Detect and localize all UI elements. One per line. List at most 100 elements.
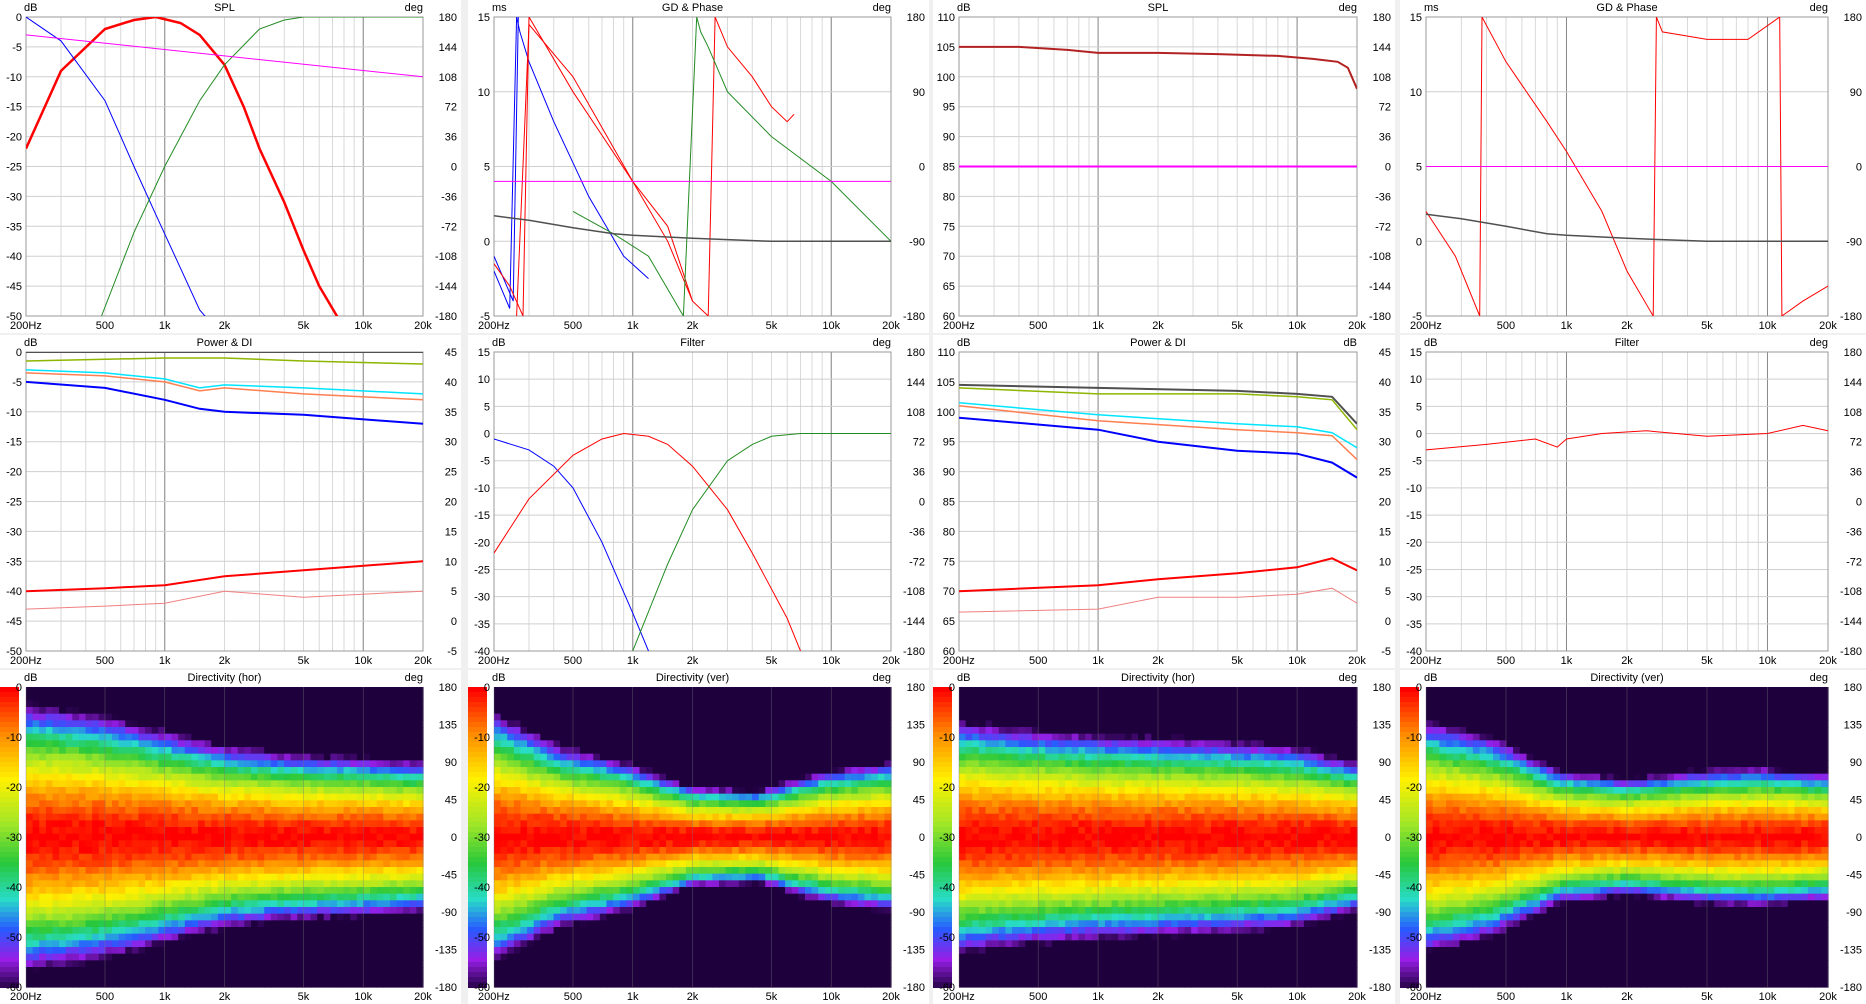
heatmap-cell <box>151 853 159 861</box>
heatmap-cell <box>310 860 318 868</box>
heatmap-cell <box>52 973 60 981</box>
heatmap-cell <box>118 760 126 768</box>
heatmap-cell <box>323 973 331 981</box>
heatmap-cell <box>350 800 358 808</box>
heatmap-cell <box>396 787 404 795</box>
heatmap-cell <box>540 920 548 928</box>
heatmap-cell <box>277 753 285 761</box>
heatmap-cell <box>560 780 568 788</box>
heatmap-cell <box>131 747 140 755</box>
color-scale-cell <box>468 707 487 713</box>
heatmap-cell <box>237 767 245 775</box>
heatmap-cell <box>297 773 305 781</box>
heatmap-cell <box>573 913 581 921</box>
heatmap-cell <box>105 847 113 855</box>
heatmap-cell <box>679 953 687 961</box>
heatmap-cell <box>383 807 391 815</box>
heatmap-cell <box>330 800 338 808</box>
heatmap-cell <box>560 713 568 721</box>
heatmap-cell <box>370 800 378 808</box>
heatmap-cell <box>692 707 700 715</box>
heatmap-cell <box>32 773 40 781</box>
heatmap-cell <box>389 907 398 915</box>
heatmap-cell <box>593 813 601 821</box>
heatmap-cell <box>403 773 411 781</box>
heatmap-cell <box>310 940 318 948</box>
heatmap-cell <box>237 967 245 975</box>
heatmap-cell <box>290 980 298 988</box>
heatmap-cell <box>98 953 106 961</box>
heatmap-cell <box>396 893 404 901</box>
heatmap-cell <box>632 920 641 928</box>
heatmap-cell <box>520 980 528 988</box>
heatmap-cell <box>494 713 502 721</box>
heatmap-cell <box>336 880 345 888</box>
heatmap-cell <box>593 800 601 808</box>
heatmap-cell <box>599 740 608 748</box>
heatmap-cell <box>39 927 47 935</box>
heatmap-cell <box>553 887 561 895</box>
heatmap-cell <box>85 980 93 988</box>
heatmap-cell <box>599 867 608 875</box>
heatmap-cell <box>619 927 627 935</box>
heatmap-cell <box>573 693 581 701</box>
heatmap-cell <box>145 780 153 788</box>
heatmap-cell <box>533 780 541 788</box>
heatmap-cell <box>500 867 508 875</box>
heatmap-cell <box>403 927 411 935</box>
heatmap-cell <box>363 960 371 968</box>
heatmap-cell <box>533 927 541 935</box>
heatmap-cell <box>284 880 292 888</box>
heatmap-cell <box>92 853 100 861</box>
heatmap-cell <box>513 747 522 755</box>
heatmap-cell <box>350 693 358 701</box>
heatmap-cell <box>284 907 292 915</box>
heatmap-cell <box>270 833 279 841</box>
heatmap-cell <box>92 947 100 955</box>
heatmap-cell <box>323 773 331 781</box>
heatmap-cell <box>224 940 232 948</box>
heatmap-cell <box>494 707 502 715</box>
x-tick-label: 2k <box>1621 320 1633 332</box>
heatmap-cell <box>277 827 285 835</box>
heatmap-cell <box>198 693 206 701</box>
heatmap-cell <box>409 933 417 941</box>
heatmap-cell <box>718 860 727 868</box>
heatmap-cell <box>98 867 106 875</box>
heatmap-cell <box>527 713 535 721</box>
heatmap-cell <box>145 800 153 808</box>
y-tick-right: 108 <box>1373 72 1391 84</box>
heatmap-cell <box>118 900 126 908</box>
heatmap-cell <box>164 753 173 761</box>
heatmap-cell <box>409 700 417 708</box>
heatmap-cell <box>45 833 54 841</box>
heatmap-cell <box>244 760 252 768</box>
heatmap-cell <box>151 887 159 895</box>
heatmap-cell <box>323 967 331 975</box>
heatmap-cell <box>277 920 285 928</box>
heatmap-cell <box>383 740 391 748</box>
heatmap-cell <box>158 793 166 801</box>
heatmap-cell <box>118 720 126 728</box>
heatmap-cell <box>507 940 515 948</box>
heatmap-cell <box>613 807 621 815</box>
heatmap-cell <box>198 720 206 728</box>
heatmap-cell <box>244 847 252 855</box>
heatmap-cell <box>32 913 40 921</box>
heatmap-cell <box>284 967 292 975</box>
heatmap-cell <box>632 960 641 968</box>
heatmap-cell <box>646 720 654 728</box>
heatmap-cell <box>593 780 601 788</box>
heatmap-cell <box>560 700 568 708</box>
heatmap-cell <box>672 840 680 848</box>
heatmap-cell <box>533 973 541 981</box>
heatmap-cell <box>92 900 100 908</box>
heatmap-cell <box>112 727 120 735</box>
heatmap-cell <box>672 887 680 895</box>
heatmap-cell <box>59 773 67 781</box>
heatmap-cell <box>310 927 318 935</box>
heatmap-cell <box>679 807 687 815</box>
heatmap-cell <box>52 780 60 788</box>
heatmap-cell <box>72 887 80 895</box>
heatmap-cell <box>264 813 272 821</box>
